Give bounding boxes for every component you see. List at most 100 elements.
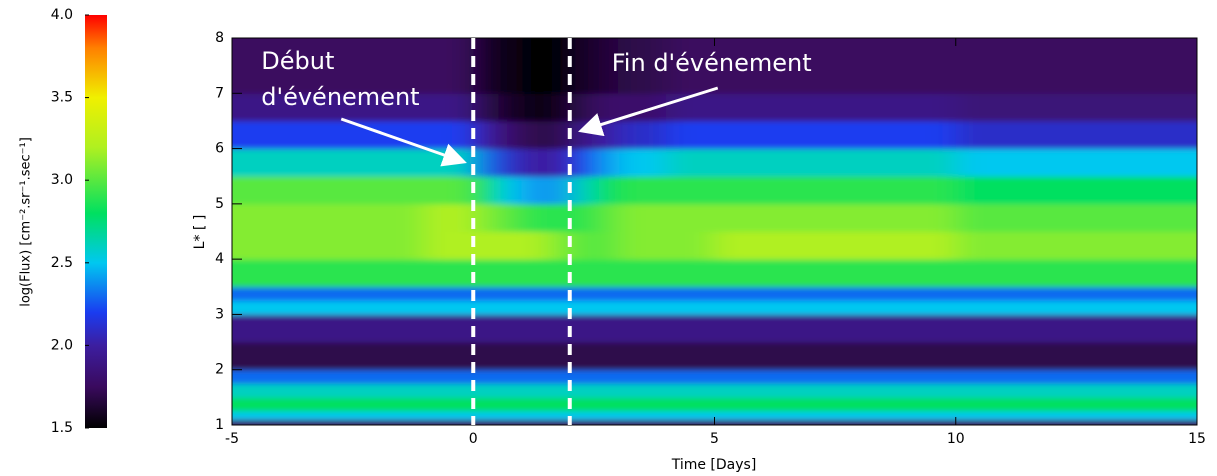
heatmap-cell	[232, 176, 426, 205]
heatmap-cell	[545, 231, 571, 260]
x-tick-label: 10	[947, 431, 965, 447]
x-tick-label: 15	[1188, 431, 1206, 447]
heatmap-cell	[618, 419, 667, 425]
heatmap-cell	[569, 411, 595, 420]
heatmap-cell	[593, 231, 619, 260]
heatmap-cell	[521, 369, 547, 385]
y-tick-label: 8	[215, 30, 224, 46]
heatmap-cell	[521, 411, 547, 420]
heatmap-cell	[545, 397, 571, 412]
annotation-text: Début	[261, 47, 334, 75]
heatmap-cell	[593, 342, 619, 371]
heatmap-cell	[618, 203, 667, 232]
heatmap-cell	[497, 93, 522, 122]
heatmap-cell	[569, 176, 595, 205]
heatmap-cell	[569, 314, 595, 343]
heatmap-cell	[497, 342, 522, 371]
heatmap-cell	[569, 286, 595, 302]
heatmap-cell	[618, 411, 667, 420]
heatmap-cell	[955, 259, 1197, 288]
y-tick-label: 2	[215, 362, 224, 378]
heatmap-cell	[714, 120, 957, 150]
annotation-text: d'événement	[261, 83, 419, 111]
heatmap-cell	[593, 314, 619, 343]
heatmap-cell	[955, 38, 1197, 94]
heatmap-cell	[714, 38, 957, 94]
heatmap-cell	[593, 419, 619, 425]
heatmap-cell	[425, 203, 474, 232]
heatmap-cell	[545, 369, 571, 385]
heatmap-cell	[666, 300, 715, 315]
heatmap-cell	[425, 411, 474, 420]
heatmap-cell	[521, 397, 547, 412]
heatmap-cell	[473, 259, 498, 288]
heatmap-cell	[714, 93, 957, 122]
heatmap-cell	[545, 203, 571, 232]
heatmap-cell	[232, 231, 426, 260]
heatmap-cell	[497, 383, 522, 398]
heatmap-cell	[425, 148, 474, 177]
heatmap-cell	[955, 383, 1197, 398]
heatmap-cell	[232, 38, 426, 94]
heatmap-cell	[955, 231, 1197, 260]
heatmap-cell	[593, 300, 619, 315]
heatmap-cell	[618, 176, 667, 205]
heatmap-cell	[473, 176, 498, 205]
heatmap-cell	[497, 231, 522, 260]
heatmap-cell	[425, 286, 474, 302]
annotation-text: Fin d'événement	[612, 49, 812, 77]
heatmap-cell	[666, 286, 715, 302]
heatmap-cell	[618, 342, 667, 371]
heatmap-cell	[497, 176, 522, 205]
heatmap-cell	[473, 148, 498, 177]
heatmap-cell	[497, 148, 522, 177]
heatmap-cell	[425, 300, 474, 315]
heatmap-cell	[714, 176, 957, 205]
heatmap-cell	[569, 342, 595, 371]
heatmap-cell	[618, 231, 667, 260]
heatmap-cell	[569, 93, 595, 122]
heatmap-cell	[425, 397, 474, 412]
heatmap-cell	[714, 314, 957, 343]
heatmap-cell	[521, 38, 547, 94]
heatmap-cell	[425, 38, 474, 94]
heatmap-cell	[521, 314, 547, 343]
heatmap-cell	[666, 203, 715, 232]
heatmap-cell	[521, 419, 547, 425]
heatmap-cell	[955, 369, 1197, 385]
heatmap-cell	[521, 383, 547, 398]
heatmap-cell	[593, 383, 619, 398]
heatmap-cell	[521, 176, 547, 205]
y-tick-label: 7	[215, 85, 224, 101]
heatmap-cell	[232, 120, 426, 150]
heatmap-cell	[955, 314, 1197, 343]
heatmap-cell	[473, 231, 498, 260]
heatmap-cell	[545, 300, 571, 315]
heatmap-cell	[497, 38, 522, 94]
heatmap-cell	[666, 259, 715, 288]
heatmap-cell	[473, 419, 498, 425]
heatmap-cell	[666, 231, 715, 260]
heatmap-cell	[618, 148, 667, 177]
heatmap-cell	[593, 176, 619, 205]
heatmap-cell	[666, 383, 715, 398]
heatmap-cell	[569, 120, 595, 150]
heatmap-cell	[714, 286, 957, 302]
heatmap-cell	[666, 419, 715, 425]
heatmap-cell	[569, 369, 595, 385]
heatmap-cell	[521, 342, 547, 371]
y-tick-label: 3	[215, 306, 224, 322]
heatmap-cell	[425, 369, 474, 385]
heatmap-cell	[593, 369, 619, 385]
heatmap-cell	[545, 419, 571, 425]
heatmap-cell	[521, 231, 547, 260]
heatmap-cell	[545, 314, 571, 343]
y-tick-label: 6	[215, 141, 224, 157]
heatmap-cell	[955, 203, 1197, 232]
heatmap-cell	[569, 397, 595, 412]
heatmap-cell	[666, 314, 715, 343]
heatmap-cell	[425, 259, 474, 288]
colorbar-tick-label: 2.5	[51, 255, 73, 271]
heatmap-cell	[232, 419, 426, 425]
